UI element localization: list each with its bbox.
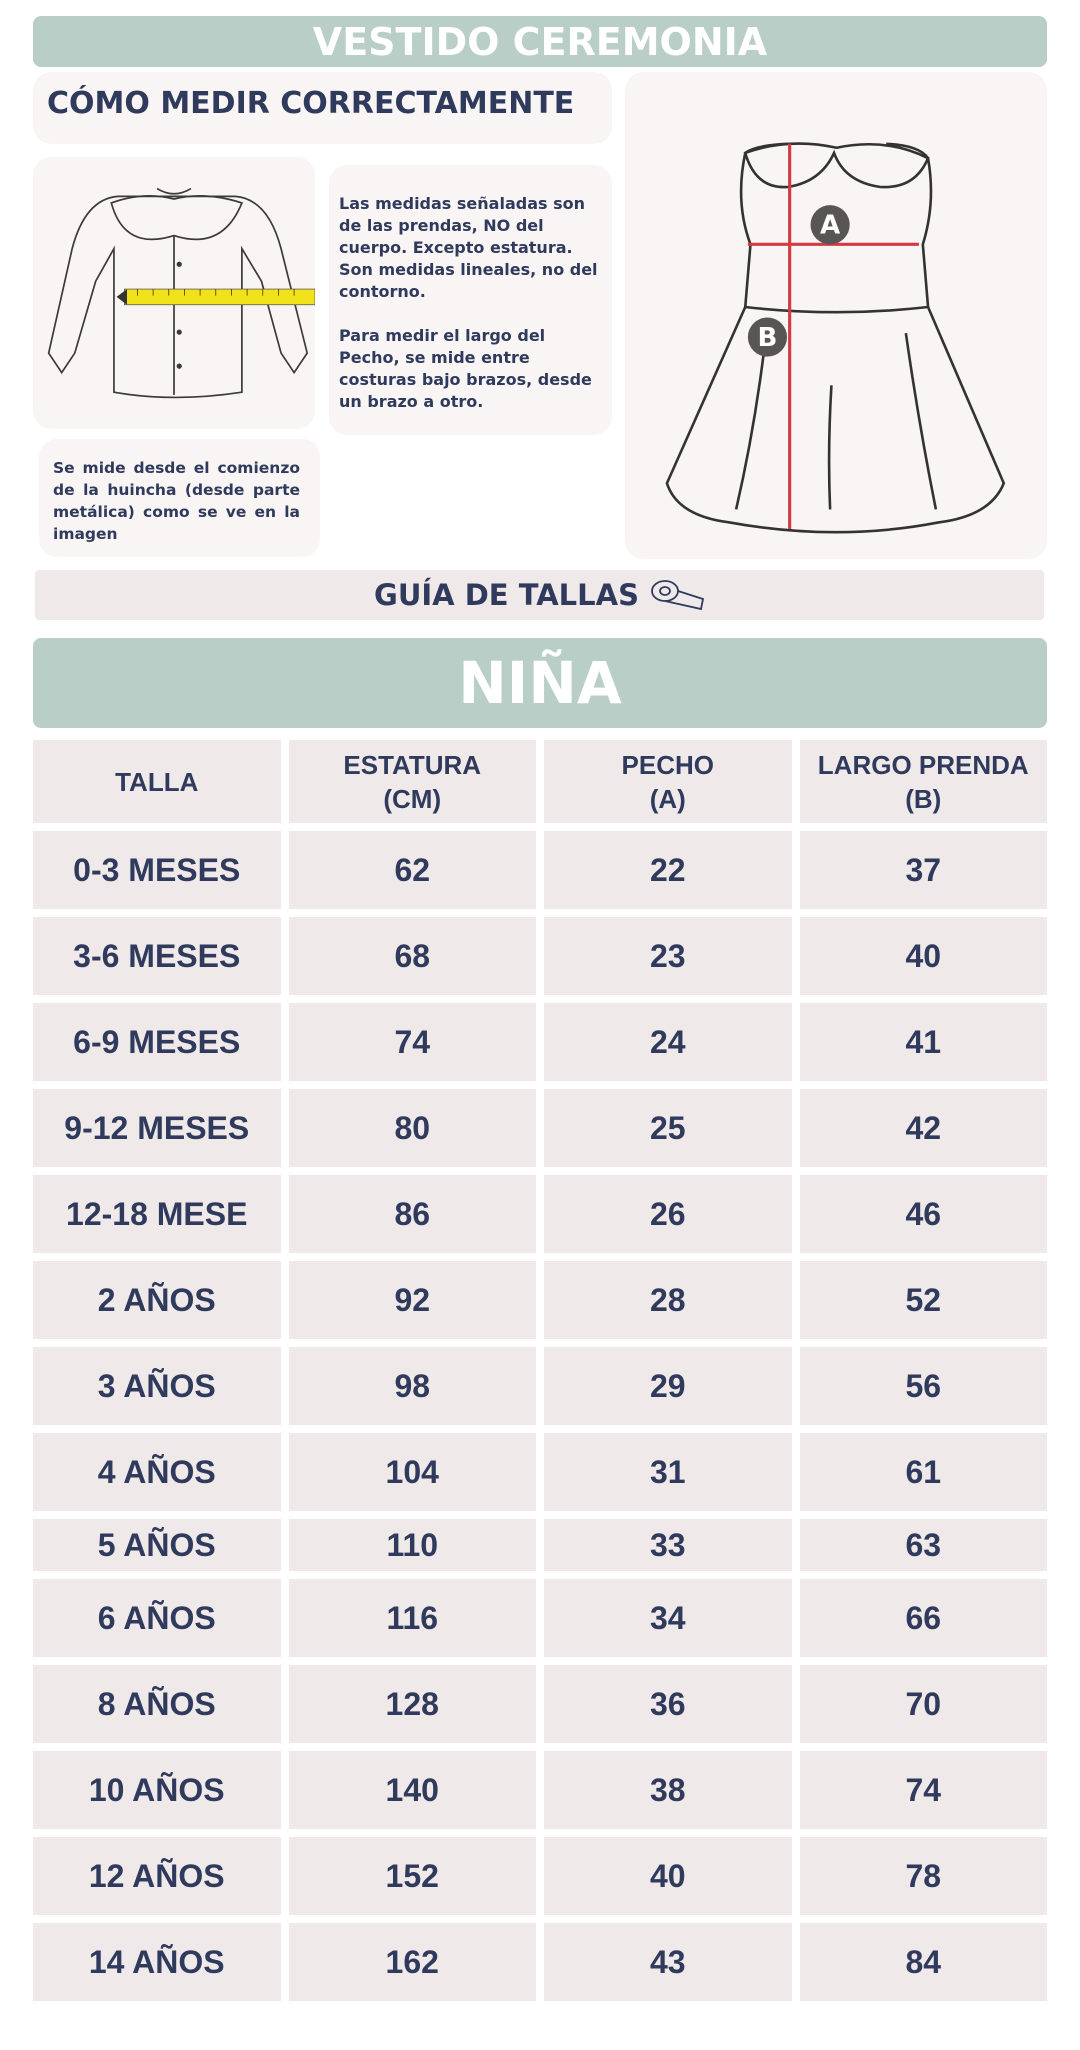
guide-bar: GUÍA DE TALLAS bbox=[35, 570, 1044, 620]
dress-panel: A B bbox=[625, 72, 1047, 559]
header-line: (A) bbox=[649, 783, 686, 814]
size-label: 4 AÑOS bbox=[33, 1433, 281, 1511]
measure-cell: 36 bbox=[544, 1665, 792, 1743]
page-title: VESTIDO CEREMONIA bbox=[33, 16, 1047, 67]
size-label: 8 AÑOS bbox=[33, 1665, 281, 1743]
measure-cell: 37 bbox=[799, 831, 1047, 909]
header-line: PECHO bbox=[621, 749, 714, 780]
measure-cell: 26 bbox=[544, 1175, 792, 1253]
measure-cell: 62 bbox=[288, 831, 536, 909]
measure-cell: 25 bbox=[544, 1089, 792, 1167]
measure-cell: 98 bbox=[288, 1347, 536, 1425]
measure-cell: 46 bbox=[799, 1175, 1047, 1253]
measure-cell: 33 bbox=[544, 1519, 792, 1571]
measure-cell: 41 bbox=[799, 1003, 1047, 1081]
measure-cell: 84 bbox=[799, 1923, 1047, 2001]
blouse-illustration bbox=[47, 187, 316, 399]
size-table: TALLA ESTATURA (CM) PECHO (A) LARGO PRENDA (B)… bbox=[33, 740, 1047, 2001]
measure-cell: 29 bbox=[544, 1347, 792, 1425]
size-label: 0-3 MESES bbox=[33, 831, 281, 909]
howto-paragraph: Las medidas señaladas son de las prendas… bbox=[339, 194, 598, 301]
guide-title: GUÍA DE TALLAS bbox=[374, 578, 639, 612]
section-title: NIÑA bbox=[33, 638, 1047, 728]
measure-cell: 43 bbox=[544, 1923, 792, 2001]
howto-text: Las medidas señaladas son de las prendas… bbox=[329, 165, 612, 435]
measure-cell: 61 bbox=[799, 1433, 1047, 1511]
measure-cell: 152 bbox=[288, 1837, 536, 1915]
dress-illustration: A B bbox=[665, 142, 1006, 534]
header-line: (B) bbox=[905, 783, 942, 814]
howto-paragraph: Para medir el largo del Pecho, se mide e… bbox=[339, 326, 592, 411]
measure-cell: 40 bbox=[544, 1837, 792, 1915]
column-header: LARGO PRENDA (B) bbox=[799, 740, 1047, 823]
marker-label: A bbox=[820, 211, 841, 241]
measure-cell: 34 bbox=[544, 1579, 792, 1657]
measure-cell: 38 bbox=[544, 1751, 792, 1829]
measure-cell: 86 bbox=[288, 1175, 536, 1253]
measure-cell: 24 bbox=[544, 1003, 792, 1081]
measure-cell: 56 bbox=[799, 1347, 1047, 1425]
measure-cell: 74 bbox=[288, 1003, 536, 1081]
header-line: LARGO PRENDA bbox=[817, 749, 1029, 780]
marker-label: B bbox=[758, 323, 778, 353]
size-label: 3-6 MESES bbox=[33, 917, 281, 995]
measure-cell: 110 bbox=[288, 1519, 536, 1571]
measure-cell: 52 bbox=[799, 1261, 1047, 1339]
size-label: 6-9 MESES bbox=[33, 1003, 281, 1081]
measure-cell: 42 bbox=[799, 1089, 1047, 1167]
measure-cell: 23 bbox=[544, 917, 792, 995]
measure-cell: 80 bbox=[288, 1089, 536, 1167]
howto-title: CÓMO MEDIR CORRECTAMENTE bbox=[33, 72, 612, 144]
measure-cell: 70 bbox=[799, 1665, 1047, 1743]
measure-cell: 162 bbox=[288, 1923, 536, 2001]
measure-cell: 128 bbox=[288, 1665, 536, 1743]
measure-cell: 68 bbox=[288, 917, 536, 995]
size-label: 9-12 MESES bbox=[33, 1089, 281, 1167]
size-label: 2 AÑOS bbox=[33, 1261, 281, 1339]
size-label: 5 AÑOS bbox=[33, 1519, 281, 1571]
measure-cell: 22 bbox=[544, 831, 792, 909]
header-line: TALLA bbox=[115, 766, 199, 797]
size-label: 6 AÑOS bbox=[33, 1579, 281, 1657]
tape-note: Se mide desde el comienzo de la huincha … bbox=[39, 439, 320, 557]
measure-cell: 92 bbox=[288, 1261, 536, 1339]
measure-cell: 66 bbox=[799, 1579, 1047, 1657]
column-header: TALLA bbox=[33, 740, 281, 823]
measure-cell: 78 bbox=[799, 1837, 1047, 1915]
measure-cell: 40 bbox=[799, 917, 1047, 995]
header-line: ESTATURA bbox=[343, 749, 482, 780]
header-line: (CM) bbox=[383, 783, 442, 814]
column-header: PECHO (A) bbox=[544, 740, 792, 823]
tape-icon bbox=[651, 580, 705, 611]
size-label: 10 AÑOS bbox=[33, 1751, 281, 1829]
column-header: ESTATURA (CM) bbox=[288, 740, 536, 823]
measure-cell: 116 bbox=[288, 1579, 536, 1657]
measure-cell: 104 bbox=[288, 1433, 536, 1511]
blouse-panel bbox=[33, 157, 316, 429]
measure-cell: 31 bbox=[544, 1433, 792, 1511]
measure-cell: 140 bbox=[288, 1751, 536, 1829]
size-label: 12-18 MESE bbox=[33, 1175, 281, 1253]
size-label: 3 AÑOS bbox=[33, 1347, 281, 1425]
measure-cell: 74 bbox=[799, 1751, 1047, 1829]
size-label: 14 AÑOS bbox=[33, 1923, 281, 2001]
size-label: 12 AÑOS bbox=[33, 1837, 281, 1915]
measure-cell: 63 bbox=[799, 1519, 1047, 1571]
measure-cell: 28 bbox=[544, 1261, 792, 1339]
